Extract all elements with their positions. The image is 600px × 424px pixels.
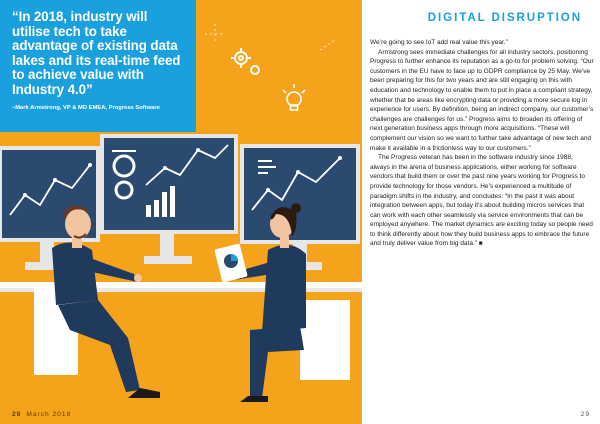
right-page: DIGITAL DISRUPTION We’re going to see Io… — [362, 0, 600, 424]
right-page-number: 29 — [580, 411, 590, 418]
pull-quote-text: “In 2018, industry will utilise tech to … — [12, 9, 181, 97]
woman-figure — [214, 203, 350, 402]
article-body: We’re going to see IoT add real value th… — [370, 38, 594, 249]
issue-date: March 2018 — [26, 411, 72, 418]
pull-quote-attribution: –Mark Armstrong, VP & MD EMEA, Progress … — [12, 104, 160, 111]
paragraph-1: We’re going to see IoT add real value th… — [370, 39, 508, 46]
light-bulb-icon — [282, 84, 306, 111]
left-page-number: 28 — [12, 411, 22, 418]
man-figure — [34, 206, 160, 398]
left-folio: 28 March 2018 — [12, 411, 71, 418]
paragraph-2: Armstrong sees immediate challenges for … — [370, 48, 594, 152]
gear-icon — [234, 51, 260, 75]
section-title: DIGITAL DISRUPTION — [427, 11, 582, 24]
left-page-illustration: “In 2018, industry will utilise tech to … — [0, 0, 362, 424]
pull-quote-box: “In 2018, industry will utilise tech to … — [0, 0, 196, 132]
paragraph-3: The Progress veteran has been in the sof… — [370, 154, 593, 248]
office-illustration — [0, 24, 362, 402]
